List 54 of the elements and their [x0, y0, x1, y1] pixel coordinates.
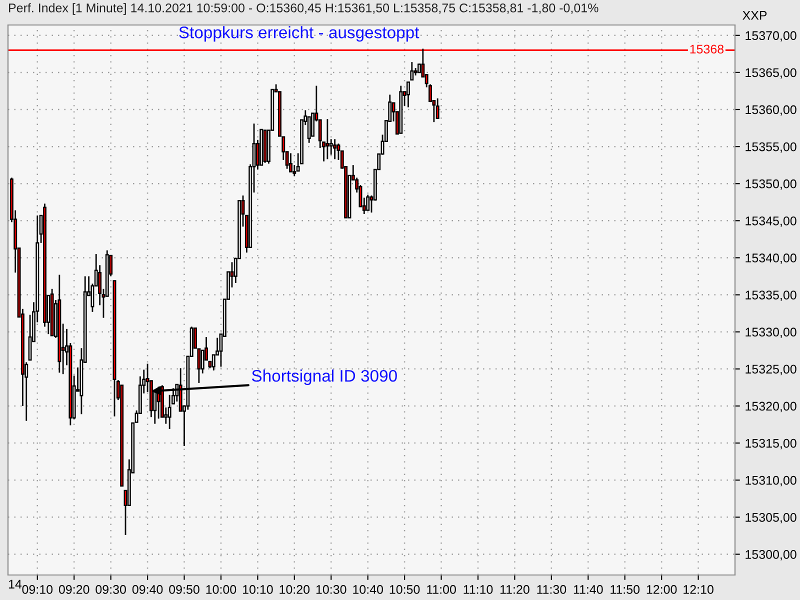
x-tick-label: 09:20 — [58, 585, 90, 594]
x-tick-label: 09:30 — [96, 585, 126, 594]
x-tick-label: 10:20 — [280, 585, 310, 594]
candlestick — [326, 118, 330, 160]
candlestick — [333, 138, 337, 160]
x-tick-label: 10:50 — [390, 585, 420, 594]
x-tick-label: 11:50 — [610, 585, 640, 594]
y-tick-label: 15300,00 — [746, 550, 796, 560]
candlestick — [436, 98, 440, 120]
candlestick — [329, 138, 333, 156]
y-tick-label: 15365,00 — [746, 68, 796, 79]
x-tick-label: 09:10 — [22, 585, 53, 594]
y-tick-label: 15330,00 — [746, 328, 796, 338]
y-axis-title: XXP — [742, 11, 767, 20]
candlestick — [366, 194, 370, 212]
x-tick-label: 11:00 — [427, 585, 456, 594]
x-tick-label: 09:40 — [132, 585, 163, 594]
y-tick-label: 15305,00 — [746, 512, 796, 524]
y-tick-label: 15320,00 — [746, 402, 796, 412]
x-tick-label: 11:10 — [464, 585, 493, 594]
candlestick — [168, 394, 172, 430]
x-tick-label: 10:00 — [206, 585, 236, 594]
y-tick-label: 15335,00 — [746, 290, 796, 301]
x-tick-label: 12:10 — [684, 585, 714, 594]
y-tick-label: 15355,00 — [746, 142, 796, 153]
y-tick-label: 15340,00 — [746, 254, 796, 264]
y-tick-label: 15370,00 — [746, 31, 796, 42]
candlestick — [428, 84, 432, 103]
ref-line-label: 15368 — [690, 44, 724, 54]
x-tick-label: 10:30 — [316, 585, 346, 594]
y-tick-label: 15315,00 — [746, 438, 796, 450]
candlestick — [292, 164, 296, 177]
x-tick-label: 11:30 — [537, 585, 566, 594]
candlestick — [200, 350, 204, 374]
candlestick — [289, 152, 292, 172]
chart-title: Perf. Index [1 Minute] 14.10.2021 10:59:00 - O:15360,45 H:15361,50 L:15358,75 C:15358,81 -1,80 -0,01% — [9, 3, 598, 15]
x-tick-label: 11:20 — [500, 585, 530, 594]
y-tick-label: 15325,00 — [746, 364, 796, 376]
y-tick-label: 15360,00 — [746, 105, 796, 116]
candlestick — [212, 354, 216, 372]
x-tick-label: 11:40 — [574, 585, 603, 594]
x-tick-label: 12:00 — [646, 585, 677, 594]
x-tick-label: 09:50 — [169, 585, 200, 594]
y-tick-label: 15350,00 — [746, 179, 796, 190]
y-tick-label: 15310,00 — [746, 476, 796, 486]
text: 14 — [8, 580, 22, 588]
annotation: Shortsignal ID 3090 — [252, 370, 397, 386]
candlestick — [410, 61, 414, 81]
annotation: Stoppkurs erreicht - ausgestoppt — [179, 26, 420, 42]
y-tick-label: 15345,00 — [746, 216, 796, 227]
x-tick-label: 10:10 — [243, 585, 273, 594]
candlestick — [28, 314, 32, 361]
candlestick — [406, 81, 410, 108]
x-tick-label: 10:40 — [353, 585, 383, 594]
